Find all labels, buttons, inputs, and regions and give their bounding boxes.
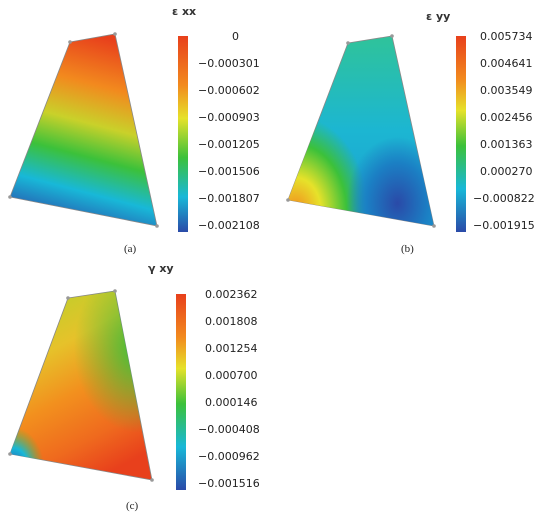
tick-label: 0.001808 bbox=[205, 315, 258, 328]
colorbar-b bbox=[456, 36, 466, 232]
tick-label: −0.000408 bbox=[198, 423, 260, 436]
caption-a: (a) bbox=[124, 243, 137, 255]
colorbar-c bbox=[176, 294, 186, 490]
tick-label: −0.001915 bbox=[473, 219, 535, 232]
tick-label: −0.000602 bbox=[198, 84, 260, 97]
tick-label: −0.001506 bbox=[198, 165, 260, 178]
tick-label: −0.002108 bbox=[198, 219, 260, 232]
tick-label: −0.001807 bbox=[198, 192, 260, 205]
tick-label: 0.004641 bbox=[480, 57, 533, 70]
tick-label: 0.002362 bbox=[205, 288, 258, 301]
strain-field-exx bbox=[8, 32, 159, 228]
tick-label: −0.000962 bbox=[198, 450, 260, 463]
panel-a: ε xx 0 −0.000301 −0.000602 −0.000903 −0.… bbox=[0, 0, 275, 258]
colorbar-title-c: γ xy bbox=[148, 262, 174, 275]
caption-c: (c) bbox=[126, 500, 139, 512]
colorbar-a bbox=[178, 36, 188, 232]
tick-label: 0.001254 bbox=[205, 342, 258, 355]
colorbar-title-a: ε xx bbox=[172, 5, 197, 18]
tick-label: 0.005734 bbox=[480, 30, 533, 43]
tick-label: −0.000822 bbox=[473, 192, 535, 205]
panel-c: γ xy 0.002362 0.001808 0.001254 0.000700… bbox=[0, 258, 275, 515]
strain-field-eyy bbox=[286, 34, 436, 228]
tick-label: 0.002456 bbox=[480, 111, 533, 124]
tick-label: −0.000301 bbox=[198, 57, 260, 70]
tick-label: −0.000903 bbox=[198, 111, 260, 124]
mesh-region-a bbox=[9, 33, 158, 227]
tick-label: −0.001205 bbox=[198, 138, 260, 151]
strain-field-gxy bbox=[8, 289, 154, 482]
tick-label: 0.001363 bbox=[480, 138, 533, 151]
panel-b: ε yy 0.005734 0.004641 0.003549 0.002456… bbox=[280, 0, 550, 258]
tick-label: 0.000146 bbox=[205, 396, 258, 409]
tick-label: 0.000700 bbox=[205, 369, 258, 382]
tick-label: 0.000270 bbox=[480, 165, 533, 178]
tick-label: 0 bbox=[232, 30, 239, 43]
caption-b: (b) bbox=[401, 243, 414, 255]
colorbar-title-b: ε yy bbox=[426, 10, 451, 23]
tick-label: 0.003549 bbox=[480, 84, 533, 97]
tick-label: −0.001516 bbox=[198, 477, 260, 490]
